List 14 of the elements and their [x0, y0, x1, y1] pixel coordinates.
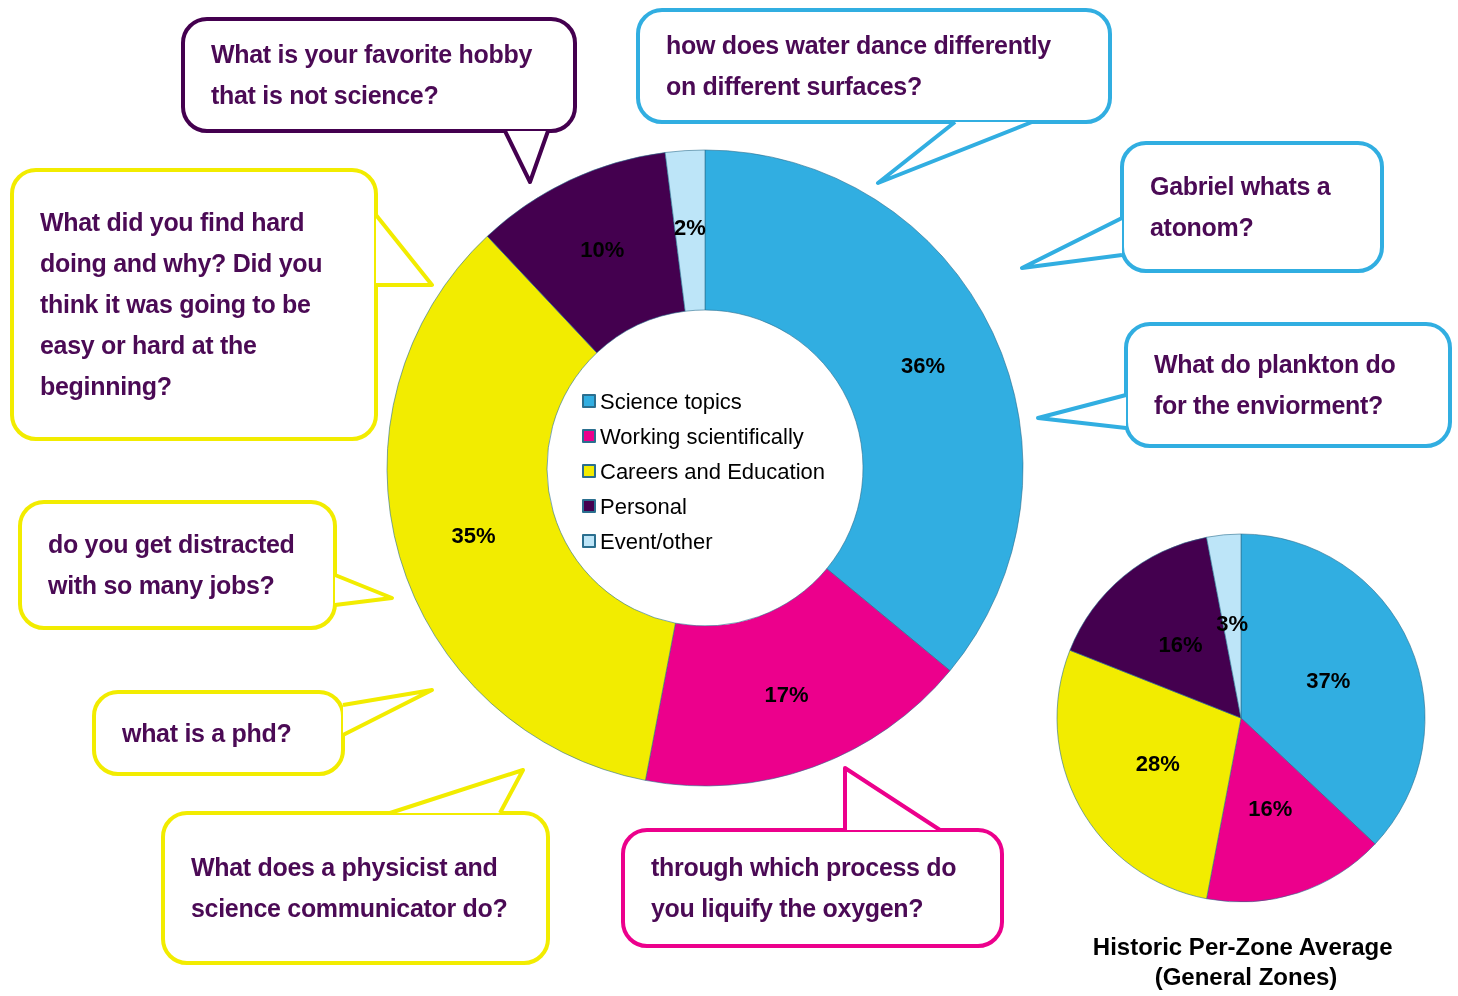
legend-label: Working scientifically [600, 423, 804, 449]
data-label: 28% [1135, 751, 1180, 777]
data-label: 16% [1248, 795, 1293, 821]
legend-label: Science topics [600, 388, 742, 414]
data-label: 17% [764, 682, 809, 708]
data-label: 35% [451, 522, 496, 548]
data-label: 16% [1158, 632, 1203, 658]
data-label: 10% [580, 237, 625, 263]
data-label: 37% [1306, 667, 1351, 693]
text: Historic Per-Zone Average (General Zones) [1092, 932, 1400, 990]
legend-label: Careers and Education [600, 458, 826, 484]
data-label: 36% [901, 352, 946, 378]
legend-label: Event/other [600, 528, 713, 554]
legend-label: Personal [600, 493, 687, 519]
